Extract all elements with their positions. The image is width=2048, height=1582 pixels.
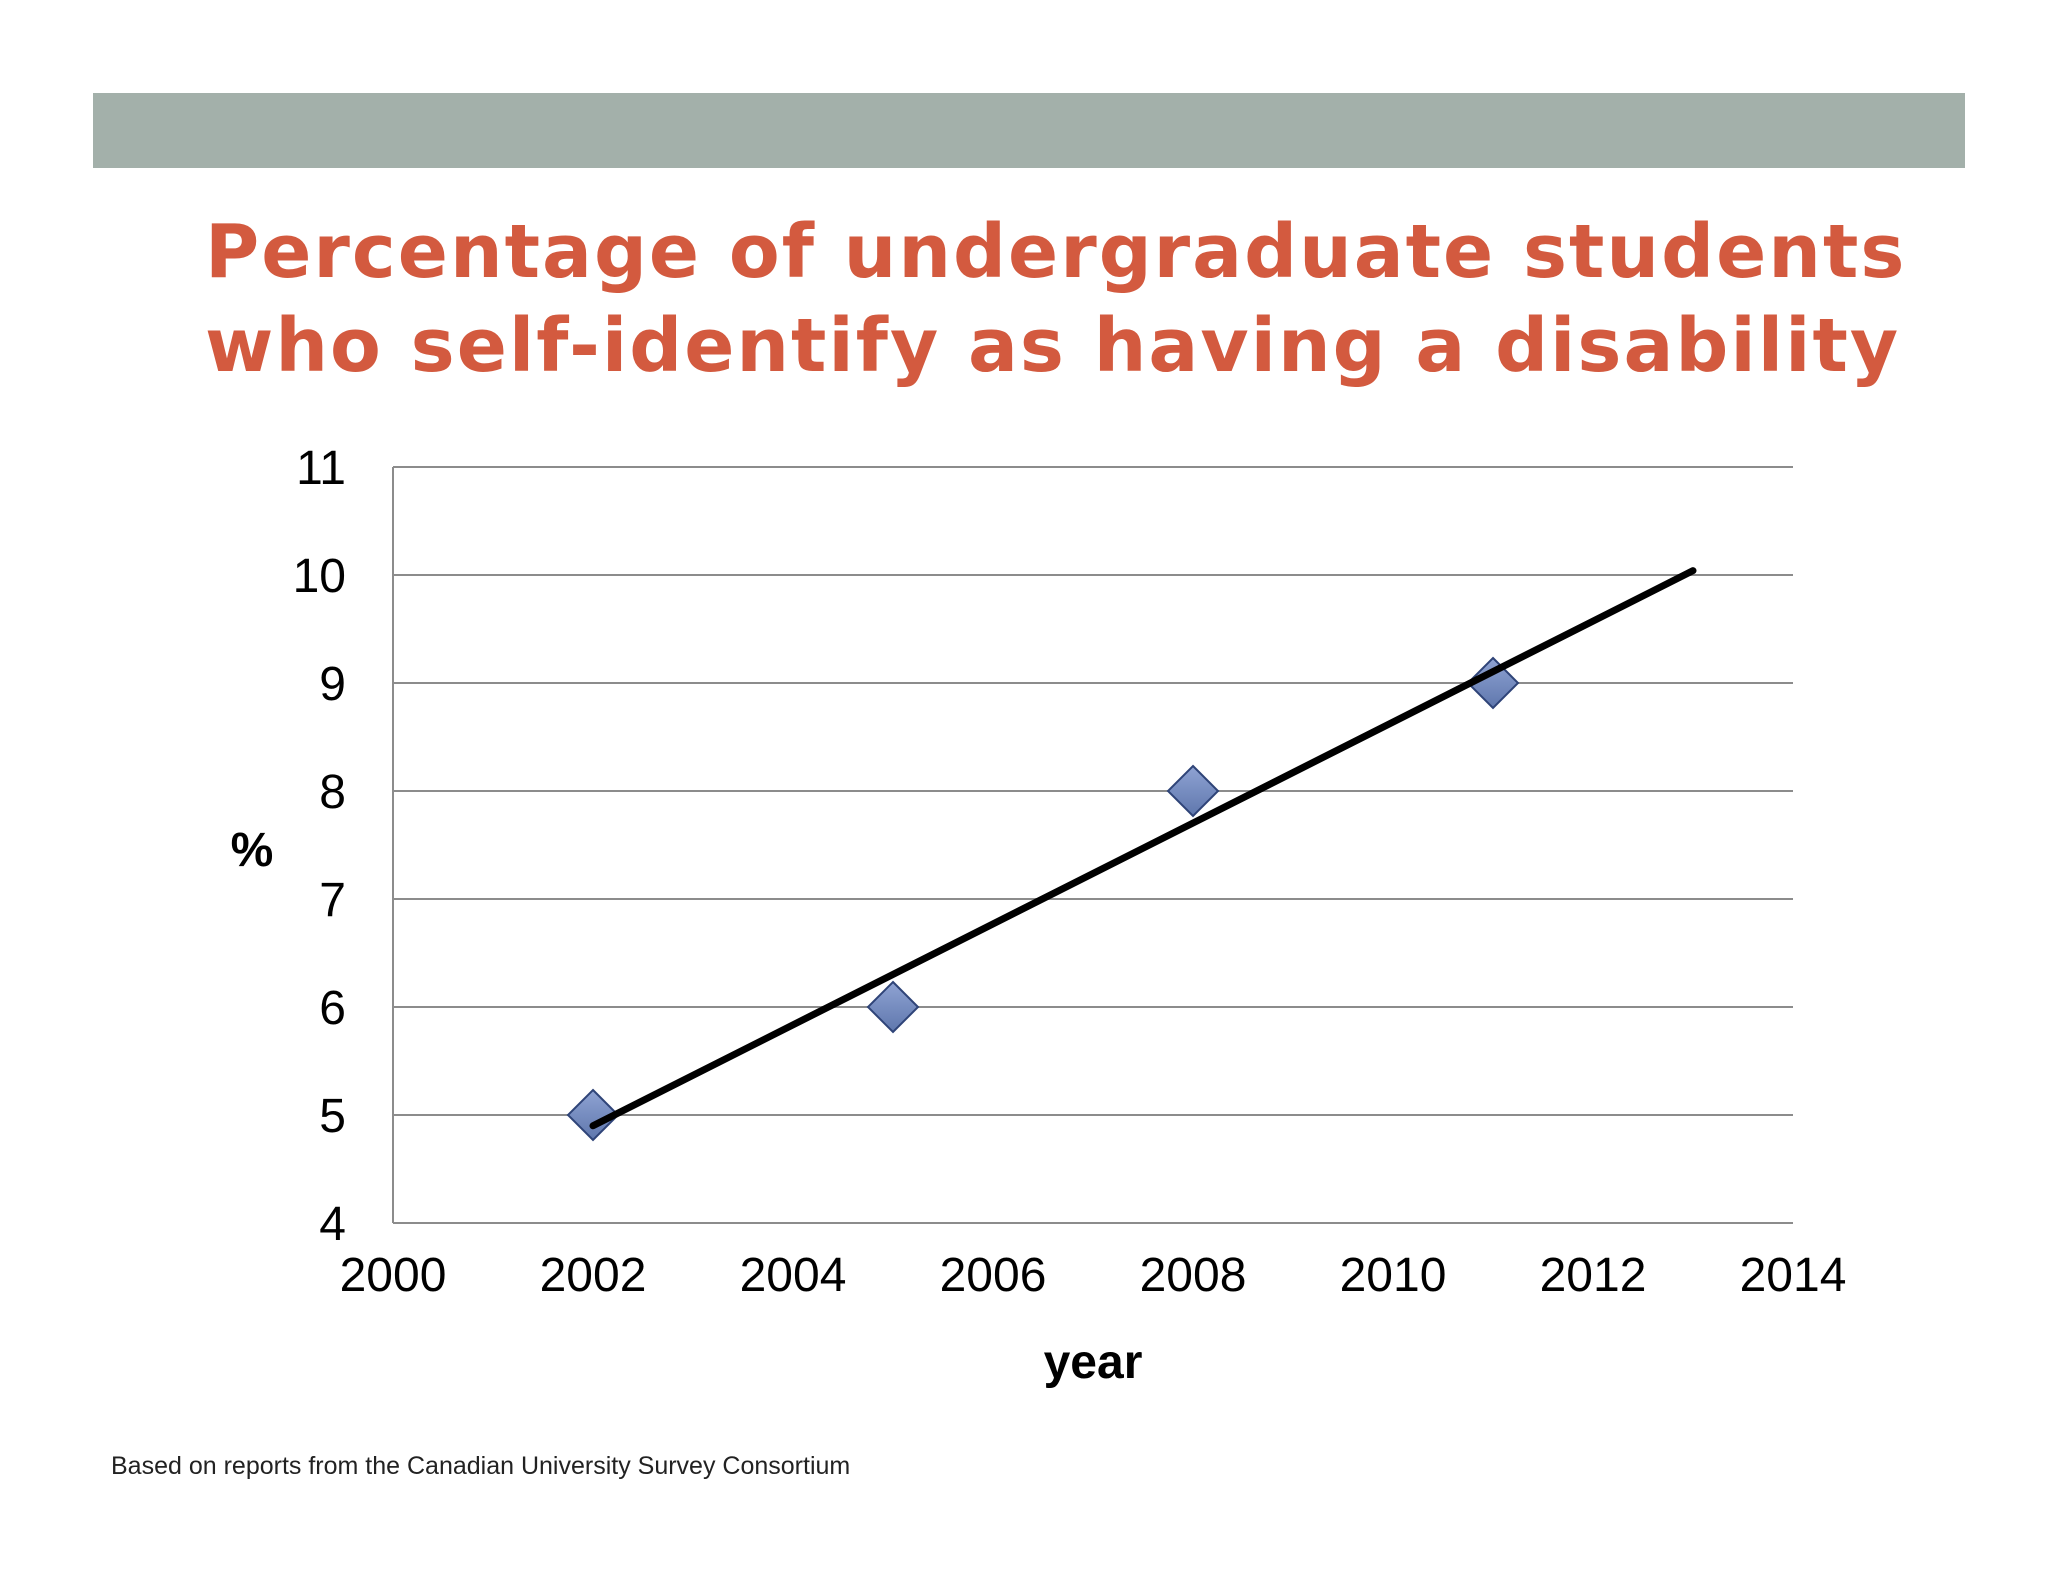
y-tick-label-2: 6 bbox=[319, 982, 346, 1035]
y-tick-label-4: 8 bbox=[319, 766, 346, 819]
y-tick-label-5: 9 bbox=[319, 658, 346, 711]
x-tick-label-3: 2006 bbox=[940, 1249, 1047, 1302]
y-tick-label-6: 10 bbox=[293, 550, 346, 603]
y-tick-label-0: 4 bbox=[319, 1198, 346, 1251]
x-axis-title: year bbox=[1044, 1336, 1143, 1389]
y-axis-title: % bbox=[231, 824, 274, 877]
gridlines bbox=[393, 466, 1793, 1116]
x-tick-label-5: 2010 bbox=[1340, 1249, 1447, 1302]
source-footnote: Based on reports from the Canadian Unive… bbox=[111, 1452, 851, 1480]
y-tick-label-1: 5 bbox=[319, 1090, 346, 1143]
x-tick-label-1: 2002 bbox=[540, 1249, 647, 1302]
data-point-0 bbox=[566, 1088, 620, 1142]
trendline-group bbox=[589, 567, 1697, 1130]
slide-title: Percentage of undergraduate students who… bbox=[205, 205, 1907, 393]
slide-title-line-2: who self-identify as having a disability bbox=[205, 303, 1901, 389]
slide-title-line-1: Percentage of undergraduate students bbox=[205, 209, 1907, 295]
x-tick-label-2: 2004 bbox=[740, 1249, 847, 1302]
header-band bbox=[93, 93, 1965, 168]
data-points bbox=[566, 656, 1520, 1142]
x-tick-label-7: 2014 bbox=[1740, 1249, 1847, 1302]
x-tick-label-0: 2000 bbox=[340, 1249, 447, 1302]
data-point-1 bbox=[866, 980, 920, 1034]
x-tick-label-6: 2012 bbox=[1540, 1249, 1647, 1302]
trendline bbox=[589, 567, 1697, 1130]
data-point-3 bbox=[1466, 656, 1520, 710]
data-point-2 bbox=[1166, 764, 1220, 818]
x-tick-label-4: 2008 bbox=[1140, 1249, 1247, 1302]
y-tick-label-3: 7 bbox=[319, 874, 346, 927]
y-tick-label-7: 11 bbox=[296, 442, 346, 495]
y-tick-labels: 4 5 6 7 8 9 10 11 bbox=[293, 442, 346, 1251]
axes bbox=[392, 467, 1793, 1224]
x-tick-labels: 2000 2002 2004 2006 2008 2010 2012 2014 bbox=[340, 1249, 1847, 1302]
